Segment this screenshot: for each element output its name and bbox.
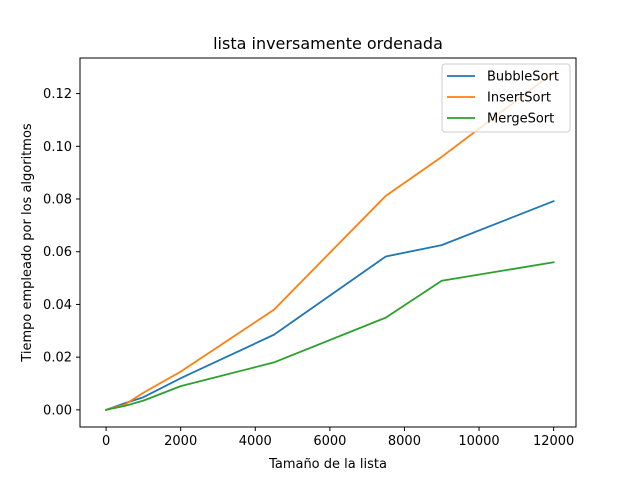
legend: BubbleSort InsertSort MergeSort (441, 63, 571, 133)
y-tick-label: 0.12 (43, 87, 72, 102)
series-line-mergesort (105, 261, 555, 411)
y-tick-label: 0.04 (43, 298, 72, 313)
y-tick-label: 0.06 (43, 245, 72, 260)
x-tick-label: 0 (102, 434, 110, 449)
series-line-insertsort (104, 71, 555, 411)
y-tick-label: 0.10 (43, 140, 72, 155)
x-tick-label: 8000 (388, 434, 421, 449)
x-tick-label: 6000 (313, 434, 346, 449)
x-axis-label: Tamaño de la lista (268, 457, 387, 472)
legend-label-bubblesort: BubbleSort (487, 70, 559, 85)
x-tick-label: 2000 (164, 434, 197, 449)
y-axis-label: Tiempo empleado por los algoritmos (20, 123, 35, 363)
chart-title: lista inversamente ordenada (213, 34, 443, 53)
x-tick-label: 4000 (239, 434, 272, 449)
x-tick-label: 12000 (533, 434, 574, 449)
legend-label-insertsort: InsertSort (487, 91, 551, 106)
legend-label-mergesort: MergeSort (487, 112, 554, 127)
y-tick-label: 0.08 (43, 193, 72, 208)
plot-area (104, 71, 555, 412)
y-tick-label: 0.02 (43, 351, 72, 366)
axes-frame (79, 57, 577, 428)
x-tick-label: 10000 (458, 434, 499, 449)
legend-box (441, 63, 571, 133)
y-tick-label: 0.00 (43, 403, 72, 418)
